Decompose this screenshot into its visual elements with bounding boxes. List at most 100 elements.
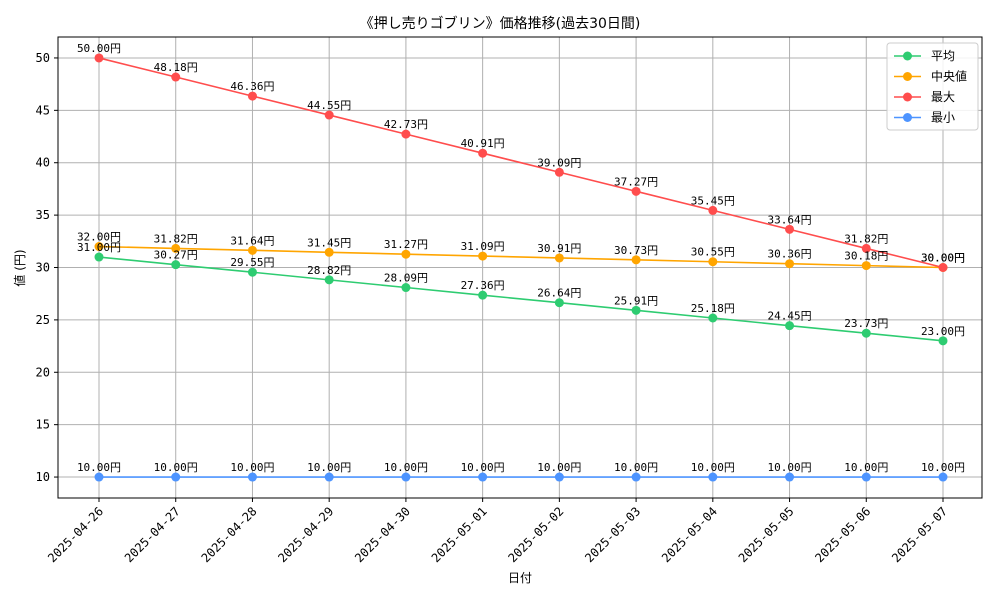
data-point	[478, 290, 488, 300]
x-axis-label: 日付	[508, 571, 532, 585]
data-point	[708, 472, 718, 482]
data-label: 37.27円	[614, 175, 658, 188]
data-label: 10.00円	[461, 461, 505, 474]
y-tick-label: 35	[36, 208, 50, 222]
grid	[58, 37, 982, 498]
y-tick-label: 10	[36, 470, 50, 484]
data-point	[708, 313, 718, 323]
data-label: 31.64円	[230, 234, 274, 247]
legend-swatch-marker	[903, 92, 912, 102]
x-tick-label: 2025-05-04	[659, 504, 720, 565]
data-label: 31.00円	[77, 241, 121, 254]
data-point	[478, 251, 488, 261]
data-label: 26.64円	[537, 287, 581, 300]
data-point	[785, 321, 795, 331]
data-point	[631, 186, 641, 196]
x-tick-label: 2025-04-29	[275, 504, 336, 565]
data-label: 25.18円	[691, 302, 735, 315]
data-point	[324, 275, 334, 285]
data-point	[478, 148, 488, 158]
data-label: 10.00円	[921, 461, 965, 474]
data-point	[861, 243, 871, 253]
x-tick-label: 2025-04-28	[199, 504, 260, 565]
x-tick-label: 2025-04-26	[45, 504, 106, 565]
data-point	[401, 472, 411, 482]
data-point	[554, 253, 564, 263]
data-label: 31.09円	[461, 240, 505, 253]
data-label: 30.73円	[614, 244, 658, 257]
data-point	[631, 255, 641, 265]
data-label: 25.91円	[614, 294, 658, 307]
data-point	[708, 257, 718, 267]
data-label: 29.55円	[230, 256, 274, 269]
axes: 10 15 20 25 30 35 40 45 50 2025-04-26 2025-04-27 20…	[36, 51, 951, 565]
data-label: 30.36円	[767, 248, 811, 261]
data-point	[861, 261, 871, 271]
x-tick-label: 2025-05-02	[505, 504, 566, 565]
data-point	[631, 305, 641, 315]
data-label: 35.45円	[691, 194, 735, 207]
data-point	[171, 472, 181, 482]
data-label: 10.00円	[154, 461, 198, 474]
data-point	[785, 472, 795, 482]
data-point	[171, 260, 181, 270]
data-labels: 31.00円 30.27円 29.55円 28.82円 28.09円 27.36円 26.6…	[77, 42, 965, 474]
data-point	[247, 472, 257, 482]
data-point	[94, 242, 104, 252]
data-point	[785, 224, 795, 234]
legend-swatch-marker	[903, 113, 912, 122]
data-point	[94, 472, 104, 482]
series-line-2	[98, 57, 944, 269]
legend-label: 平均	[931, 49, 955, 63]
y-tick-label: 20	[36, 365, 50, 379]
data-label: 10.00円	[77, 461, 121, 474]
data-point	[247, 245, 257, 255]
data-point	[554, 167, 564, 177]
x-tick-label: 2025-05-07	[889, 504, 950, 565]
data-point	[247, 267, 257, 277]
data-label: 23.00円	[921, 325, 965, 338]
data-point	[861, 472, 871, 482]
x-tick-label: 2025-05-03	[582, 504, 643, 565]
y-axis-label: 値 (円)	[12, 249, 27, 286]
data-point	[94, 252, 104, 262]
data-label: 27.36円	[461, 279, 505, 292]
legend-box	[886, 42, 979, 131]
data-label: 24.45円	[767, 310, 811, 323]
data-label: 10.00円	[384, 461, 428, 474]
y-tick-label: 25	[36, 313, 50, 327]
data-point	[247, 91, 257, 101]
data-point	[401, 129, 411, 139]
x-tick-label: 2025-05-01	[429, 504, 490, 565]
legend-label: 最小	[931, 111, 955, 125]
data-point	[938, 472, 948, 482]
data-point	[938, 336, 948, 346]
y-tick-label: 50	[36, 51, 50, 65]
data-label: 28.09円	[384, 272, 428, 285]
data-label: 46.36円	[230, 80, 274, 93]
data-point	[861, 328, 871, 338]
data-point	[708, 205, 718, 215]
data-point	[401, 283, 411, 293]
data-label: 10.00円	[767, 461, 811, 474]
legend-swatch-marker	[903, 72, 912, 81]
data-label: 28.82円	[307, 264, 351, 277]
legend-label: 最大	[931, 90, 955, 104]
series-line-0	[98, 256, 944, 342]
data-point	[785, 259, 795, 269]
data-label: 32.00円	[77, 231, 121, 244]
series-line-1	[98, 245, 944, 269]
data-point	[401, 249, 411, 259]
data-point	[324, 472, 334, 482]
data-label: 10.00円	[691, 461, 735, 474]
y-tick-label: 40	[36, 156, 50, 170]
plot-frame	[57, 36, 983, 499]
x-tick-label: 2025-04-27	[122, 504, 183, 565]
data-point	[324, 247, 334, 257]
data-label: 39.09円	[537, 156, 581, 169]
data-label: 30.55円	[691, 246, 735, 259]
data-label: 31.82円	[154, 232, 198, 245]
data-label: 30.18円	[844, 250, 888, 263]
